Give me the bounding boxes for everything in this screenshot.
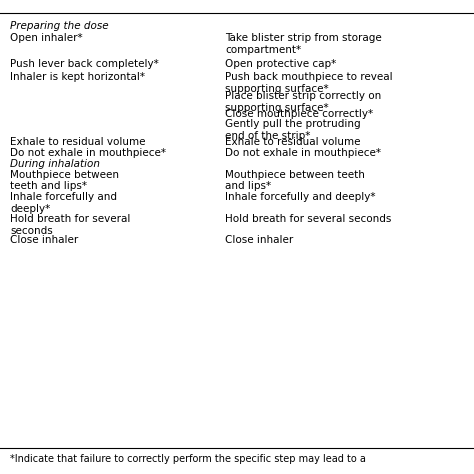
Text: Exhale to residual volume: Exhale to residual volume (225, 137, 361, 147)
Text: Mouthpiece between teeth
and lips*: Mouthpiece between teeth and lips* (225, 170, 365, 191)
Text: Do not exhale in mouthpiece*: Do not exhale in mouthpiece* (225, 148, 381, 158)
Text: Place blister strip correctly on
supporting surface*: Place blister strip correctly on support… (225, 91, 382, 113)
Text: Hold breath for several seconds: Hold breath for several seconds (225, 214, 392, 224)
Text: Push back mouthpiece to reveal
supporting surface*: Push back mouthpiece to reveal supportin… (225, 72, 393, 94)
Text: Exhale to residual volume: Exhale to residual volume (10, 137, 146, 147)
Text: Open protective cap*: Open protective cap* (225, 59, 337, 69)
Text: During inhalation: During inhalation (10, 159, 100, 169)
Text: Inhale forcefully and
deeply*: Inhale forcefully and deeply* (10, 192, 118, 214)
Text: Gently pull the protruding
end of the strip*: Gently pull the protruding end of the st… (225, 119, 361, 141)
Text: Push lever back completely*: Push lever back completely* (10, 59, 159, 69)
Text: *Indicate that failure to correctly perform the specific step may lead to a: *Indicate that failure to correctly perf… (10, 454, 366, 464)
Text: Open inhaler*: Open inhaler* (10, 33, 83, 43)
Text: Preparing the dose: Preparing the dose (10, 21, 109, 31)
Text: Mouthpiece between
teeth and lips*: Mouthpiece between teeth and lips* (10, 170, 119, 191)
Text: Inhaler is kept horizontal*: Inhaler is kept horizontal* (10, 72, 146, 82)
Text: Close inhaler: Close inhaler (225, 235, 293, 245)
Text: Inhale forcefully and deeply*: Inhale forcefully and deeply* (225, 192, 376, 202)
Text: Close mouthpiece correctly*: Close mouthpiece correctly* (225, 109, 373, 119)
Text: Take blister strip from storage
compartment*: Take blister strip from storage compartm… (225, 33, 382, 55)
Text: Close inhaler: Close inhaler (10, 235, 79, 245)
Text: Hold breath for several
seconds: Hold breath for several seconds (10, 214, 131, 236)
Text: Do not exhale in mouthpiece*: Do not exhale in mouthpiece* (10, 148, 166, 158)
